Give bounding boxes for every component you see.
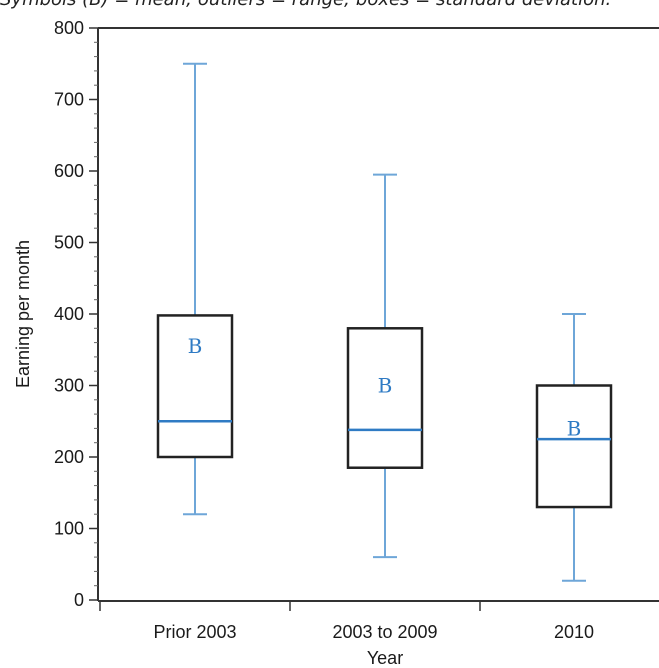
x-tick-label: 2010 — [554, 622, 594, 642]
iqr-box — [535, 384, 613, 509]
box-group: B — [535, 313, 613, 582]
x-tick-label: Prior 2003 — [153, 622, 236, 642]
mean-marker: B — [378, 374, 393, 398]
mean-marker: B — [188, 334, 203, 358]
y-tick-label: 400 — [54, 304, 84, 324]
y-tick-label: 800 — [54, 18, 84, 38]
box-group: B — [156, 62, 234, 516]
iqr-box — [346, 327, 424, 469]
box-group: B — [346, 173, 424, 559]
x-tick-label: 2003 to 2009 — [332, 622, 437, 642]
y-tick-label: 700 — [54, 90, 84, 110]
y-tick-label: 200 — [54, 447, 84, 467]
y-tick-label: 300 — [54, 376, 84, 396]
y-tick-label: 0 — [74, 590, 84, 610]
y-axis-title: Earning per month — [13, 240, 33, 388]
y-tick-label: 600 — [54, 161, 84, 181]
mean-marker: B — [567, 416, 582, 440]
y-tick-label: 500 — [54, 233, 84, 253]
iqr-box — [156, 314, 234, 459]
y-tick-label: 100 — [54, 519, 84, 539]
figure-caption: Symbols (B) = mean; outliers = range; bo… — [0, 0, 659, 10]
x-axis-title: Year — [367, 648, 403, 668]
